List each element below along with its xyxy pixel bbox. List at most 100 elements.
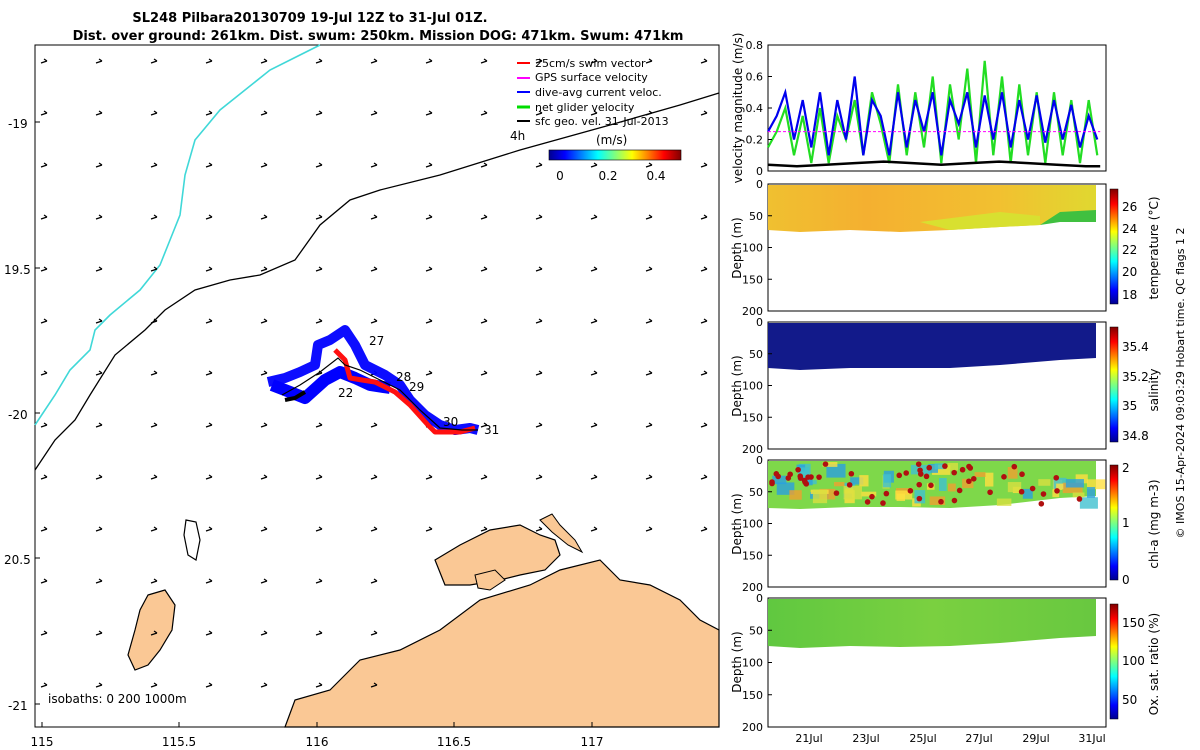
chla-colorbar xyxy=(1109,464,1119,581)
sal-cbar-35: 35 xyxy=(1122,399,1137,413)
series-line-3 xyxy=(767,160,1101,168)
current-arrow xyxy=(150,58,158,64)
time-label: 4h xyxy=(510,129,525,143)
chla-dot xyxy=(987,489,993,496)
chla-patch xyxy=(896,493,906,501)
current-arrow xyxy=(205,110,213,116)
current-arrow xyxy=(150,682,158,688)
chla-dot xyxy=(917,471,924,477)
current-arrow xyxy=(205,630,213,636)
current-arrow xyxy=(425,214,433,220)
mainland-coast xyxy=(284,559,720,728)
lon-tick-116: 116 xyxy=(306,735,329,749)
chla-dot xyxy=(787,471,793,478)
depth-tick-label: 50 xyxy=(749,624,763,637)
oxygen-section xyxy=(768,599,1096,648)
current-arrow xyxy=(425,370,433,376)
current-arrow xyxy=(95,630,103,636)
chla-dot xyxy=(880,500,886,506)
chla-patch xyxy=(932,464,951,475)
current-arrow xyxy=(315,162,323,168)
chla-dot xyxy=(926,464,933,471)
current-arrow xyxy=(260,214,268,220)
chla-patch xyxy=(803,477,813,486)
current-arrow xyxy=(645,318,653,324)
salinity-colorbar xyxy=(1109,326,1119,443)
sal-cbar-354: 35.4 xyxy=(1122,340,1149,354)
current-arrow xyxy=(150,630,158,636)
temperature-patch xyxy=(920,212,1040,230)
oxygen-cbar-label: Ox. sat. ratio (%) xyxy=(1147,613,1161,715)
current-arrow xyxy=(425,474,433,480)
current-arrow xyxy=(40,370,48,376)
chla-dot xyxy=(966,463,972,470)
depth-tick-label: 100 xyxy=(742,518,763,531)
current-arrow xyxy=(260,630,268,636)
chla-dot xyxy=(1040,491,1047,497)
chla-patch xyxy=(1072,492,1085,498)
current-arrow xyxy=(535,318,543,324)
current-arrow xyxy=(260,578,268,584)
peninsula xyxy=(539,513,584,554)
temperature-ylabel: Depth (m) xyxy=(730,217,744,278)
current-arrow xyxy=(645,474,653,480)
current-arrow xyxy=(95,474,103,480)
current-arrow xyxy=(95,526,103,532)
current-arrow xyxy=(645,162,653,168)
depth-tick-label: 50 xyxy=(749,348,763,361)
current-arrow xyxy=(150,526,158,532)
current-arrow xyxy=(205,370,213,376)
chla-dot xyxy=(928,482,934,489)
current-arrow xyxy=(645,214,653,220)
current-arrow xyxy=(425,110,433,116)
current-arrow xyxy=(260,682,268,688)
salinity-panel: 35.4 35.2 35 34.8 salinity Depth (m) xyxy=(730,321,1161,450)
current-arrow xyxy=(645,110,653,116)
series-line-0 xyxy=(767,76,1099,156)
current-arrow xyxy=(315,526,323,532)
current-arrow xyxy=(645,526,653,532)
current-arrow xyxy=(700,162,708,168)
current-arrow xyxy=(260,474,268,480)
chla-ylabel: Depth (m) xyxy=(730,493,744,554)
chla-cbar-0: 0 xyxy=(1122,573,1130,587)
depth-tick-label: 200 xyxy=(742,581,763,594)
current-arrow xyxy=(425,526,433,532)
chla-dot xyxy=(869,493,875,500)
current-arrow xyxy=(205,422,213,428)
current-arrow xyxy=(480,318,488,324)
depth-tick-label: 0 xyxy=(756,454,763,467)
chla-dot xyxy=(1011,463,1018,470)
chla-dot xyxy=(1001,473,1007,480)
oxygen-panel: 150 100 50 Ox. sat. ratio (%) Depth (m) xyxy=(730,597,1161,728)
current-arrow xyxy=(370,110,378,116)
current-arrow xyxy=(150,318,158,324)
title-line-2: Dist. over ground: 261km. Dist. swum: 25… xyxy=(73,29,684,44)
current-arrow xyxy=(535,266,543,272)
current-arrow xyxy=(700,474,708,480)
chla-patch xyxy=(1007,482,1022,493)
map-legend: 25cm/s swim vector GPS surface velocity … xyxy=(510,57,682,183)
chla-patch xyxy=(974,472,986,477)
chla-patch xyxy=(1038,479,1051,486)
depth-tick-label: 100 xyxy=(742,242,763,255)
current-arrow xyxy=(700,110,708,116)
current-arrow xyxy=(480,526,488,532)
lon-tick-1165: 116.5 xyxy=(437,735,471,749)
chla-patch xyxy=(948,483,956,492)
current-arrow xyxy=(425,266,433,272)
current-arrow xyxy=(700,266,708,272)
current-arrow xyxy=(370,578,378,584)
vel-tick-label: 0.6 xyxy=(746,71,764,84)
chla-dot xyxy=(805,474,811,480)
chla-patch xyxy=(1056,483,1064,490)
chla-patch xyxy=(882,474,892,488)
chla-dot xyxy=(1029,485,1036,492)
velocity-lines xyxy=(767,60,1101,168)
depth-tick-label: 0 xyxy=(756,592,763,605)
current-arrow xyxy=(535,422,543,428)
current-arrow xyxy=(150,370,158,376)
current-arrow xyxy=(590,526,598,532)
ox-cbar-100: 100 xyxy=(1122,654,1145,668)
isobath-1000m xyxy=(34,92,720,471)
